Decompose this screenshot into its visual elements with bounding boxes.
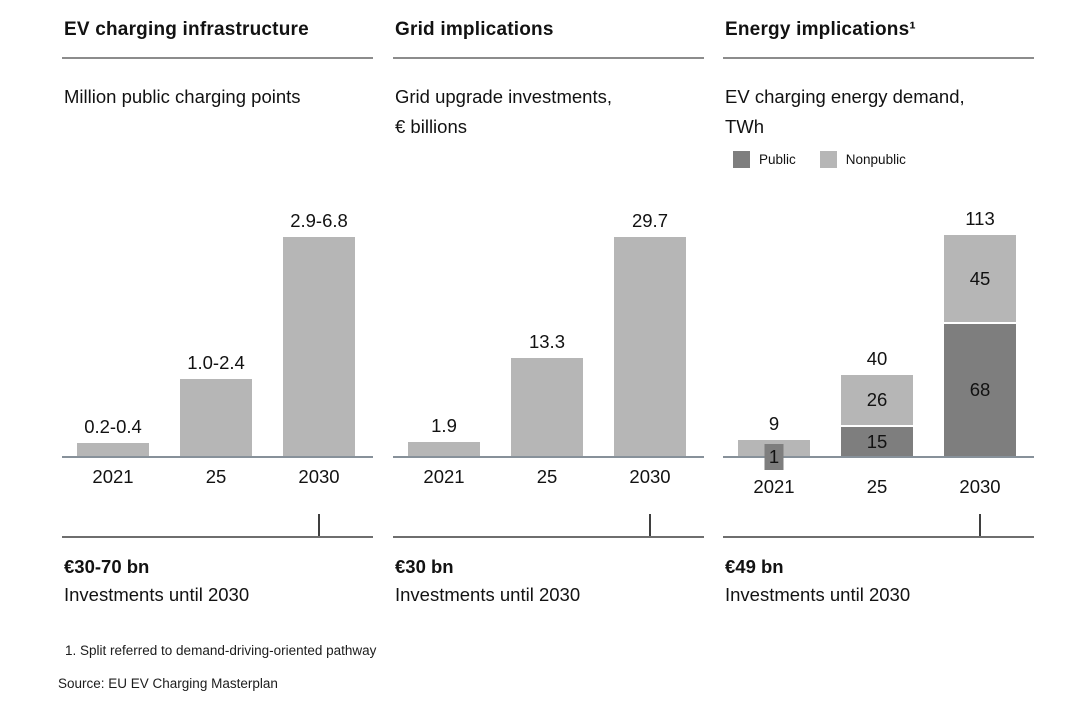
- bar-group-2030: 29.7: [614, 210, 686, 456]
- bar-group-25: 40 26 15: [841, 348, 913, 456]
- bar-total-label: 113: [965, 208, 995, 229]
- footnote-1: 1. Split referred to demand-driving-orie…: [65, 643, 377, 658]
- legend-label-nonpublic: Nonpublic: [845, 152, 906, 167]
- callout-label: Investments until 2030: [395, 584, 581, 605]
- bar-group-25: 1.0-2.4: [180, 352, 252, 456]
- segment-public: 68: [944, 324, 1016, 456]
- callout-value: €30 bn: [395, 556, 454, 577]
- bar-25: [180, 379, 252, 456]
- legend-label-public: Public: [759, 152, 796, 167]
- bar-value-label: 29.7: [631, 210, 668, 231]
- title-divider: [393, 57, 704, 59]
- bar-group-2030: 2.9-6.8: [283, 210, 355, 456]
- callout-tick: [318, 514, 320, 536]
- public-marker: 1: [764, 444, 784, 470]
- bar-value-label: 1.0-2.4: [187, 352, 245, 373]
- x-axis-label-25: 25: [205, 466, 227, 487]
- x-axis-label-2030: 2030: [629, 466, 671, 487]
- bar-total-label: 40: [866, 348, 888, 369]
- callout-tick: [649, 514, 651, 536]
- x-axis-label-2021: 2021: [423, 466, 465, 487]
- bar-group-2021: 0.2-0.4: [77, 416, 149, 456]
- stacked-bar-25: 26 15: [841, 375, 913, 456]
- bar-2021: [408, 442, 480, 456]
- segment-separator: [841, 425, 913, 427]
- panel-subtitle: EV charging energy demand, TWh: [725, 86, 965, 137]
- bar-group-2030: 113 45 68: [944, 208, 1016, 456]
- panel-ev-charging-infrastructure: EV charging infrastructure Million publi…: [62, 0, 373, 640]
- legend-swatch-nonpublic: [819, 151, 837, 168]
- segment-nonpublic: 26: [841, 375, 913, 425]
- x-axis-label-25: 25: [866, 476, 888, 497]
- bar-total-label: 9: [768, 413, 780, 434]
- bar-2030: [614, 237, 686, 456]
- x-axis-label-2021: 2021: [92, 466, 134, 487]
- callout-line: [393, 536, 704, 538]
- panel-grid-implications: Grid implications Grid upgrade investmen…: [393, 0, 704, 640]
- stacked-bar-2030: 45 68: [944, 235, 1016, 456]
- panel-title: EV charging infrastructure: [64, 19, 309, 40]
- segment-public: 15: [841, 427, 913, 456]
- x-axis-label-2030: 2030: [959, 476, 1001, 497]
- callout-line: [62, 536, 373, 538]
- x-axis-labels: 2021 25 2030: [62, 466, 373, 490]
- callout-value: €30-70 bn: [64, 556, 150, 577]
- x-axis-labels: 2021 25 2030: [723, 476, 1034, 500]
- bar-chart-grid-investments: 1.9 13.3 29.7: [393, 188, 704, 458]
- panel-subtitle: Million public charging points: [64, 86, 301, 107]
- stacked-bar-chart-energy-demand: 9 1 40 26 15 113 45 68: [723, 188, 1034, 470]
- legend-swatch-public: [733, 151, 750, 168]
- bar-2030: [283, 237, 355, 456]
- bar-group-2021: 1.9: [408, 415, 480, 456]
- x-axis-label-25: 25: [536, 466, 558, 487]
- bar-25: [511, 358, 583, 456]
- x-axis-line: [62, 456, 373, 458]
- bar-value-label: 13.3: [528, 331, 565, 352]
- x-axis-label-2021: 2021: [753, 476, 795, 497]
- segment-nonpublic: 45: [944, 235, 1016, 322]
- callout-line: [723, 536, 1034, 538]
- callout-value: €49 bn: [725, 556, 784, 577]
- x-axis-labels: 2021 25 2030: [393, 466, 704, 490]
- x-axis-line: [393, 456, 704, 458]
- callout-label: Investments until 2030: [725, 584, 911, 605]
- title-divider: [62, 57, 373, 59]
- panel-title: Energy implications¹: [725, 19, 916, 40]
- panel-title: Grid implications: [395, 19, 554, 40]
- bar-2021: [77, 443, 149, 456]
- title-divider: [723, 57, 1034, 59]
- bar-value-label: 1.9: [431, 415, 457, 436]
- callout-tick: [979, 514, 981, 536]
- bar-chart-charging-points: 0.2-0.4 1.0-2.4 2.9-6.8: [62, 188, 373, 458]
- panel-subtitle: Grid upgrade investments, € billions: [395, 86, 612, 137]
- x-axis-line: [723, 456, 1034, 458]
- bar-group-25: 13.3: [511, 331, 583, 456]
- legend: Public Nonpublic: [733, 151, 906, 168]
- source-note: Source: EU EV Charging Masterplan: [58, 676, 278, 691]
- x-axis-label-2030: 2030: [298, 466, 340, 487]
- bar-value-label: 0.2-0.4: [84, 416, 142, 437]
- panel-energy-implications: Energy implications¹ EV charging energy …: [723, 0, 1034, 640]
- bar-value-label: 2.9-6.8: [290, 210, 348, 231]
- segment-separator: [944, 322, 1016, 324]
- callout-label: Investments until 2030: [64, 584, 250, 605]
